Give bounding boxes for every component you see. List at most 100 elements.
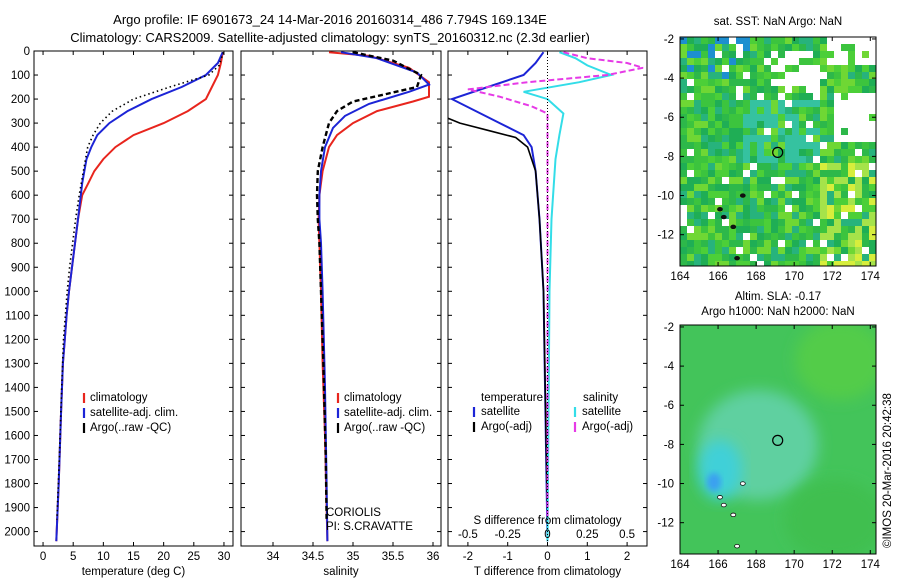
sst-cell <box>750 114 757 121</box>
sst-cell <box>792 142 799 149</box>
sst-cell <box>743 191 750 198</box>
sst-cell <box>771 93 778 100</box>
salinity-diff-axis-label: S difference from climatology <box>473 515 621 527</box>
sst-cell <box>792 170 799 177</box>
sst-cell <box>862 149 869 156</box>
sst-cell <box>729 254 736 261</box>
sst-cell <box>827 261 834 266</box>
sst-cell <box>806 198 813 205</box>
sst-cell <box>757 156 764 163</box>
sst-cell <box>820 149 827 156</box>
sst-cell <box>743 135 750 142</box>
sla-ne <box>795 325 876 400</box>
sst-cell <box>813 177 820 184</box>
sst-cell <box>799 121 806 128</box>
sst-cell <box>729 240 736 247</box>
sst-cell <box>694 65 701 72</box>
sst-cell <box>708 226 715 233</box>
sst-cell <box>729 121 736 128</box>
sst-cell <box>750 121 757 128</box>
salinity-legend-entry: satellite <box>582 406 621 418</box>
sst-cell <box>701 177 708 184</box>
sst-cell <box>722 114 729 121</box>
sst-cell <box>869 79 876 86</box>
sst-cell <box>799 226 806 233</box>
sst-cell <box>792 177 799 184</box>
salinity-xtick-label: 35.5 <box>382 551 404 563</box>
sst-cell <box>750 149 757 156</box>
sst-cell <box>687 247 694 254</box>
sst-cell <box>778 37 785 44</box>
sst-cell <box>708 93 715 100</box>
sst-cell <box>778 261 785 266</box>
sst-cell <box>743 65 750 72</box>
sst-cell <box>701 212 708 219</box>
sst-cell <box>694 163 701 170</box>
sst-cell <box>862 198 869 205</box>
sst-cell <box>708 107 715 114</box>
island-marker <box>739 481 746 486</box>
sst-cell <box>841 156 848 163</box>
sst-cell <box>715 65 722 72</box>
sst-cell <box>820 163 827 170</box>
sla_map-xtick-label: 172 <box>823 559 842 571</box>
sst-cell <box>757 121 764 128</box>
temperature-xtick-label: 20 <box>157 551 170 563</box>
sst-cell <box>743 100 750 107</box>
sst-cell <box>771 149 778 156</box>
sst-cell <box>687 51 694 58</box>
sst-cell <box>827 107 834 114</box>
sst-cell <box>729 128 736 135</box>
salinity-diff-tick-label: -0.25 <box>495 529 521 541</box>
sst-cell <box>736 240 743 247</box>
sst-cell <box>841 163 848 170</box>
sst-cell <box>701 142 708 149</box>
sst-cell <box>750 65 757 72</box>
island-marker <box>734 255 740 261</box>
depth-tick-label: 1200 <box>4 334 30 346</box>
sst-cell <box>736 212 743 219</box>
sst-cell <box>687 114 694 121</box>
sst-cell <box>813 107 820 114</box>
sst-cell <box>792 107 799 114</box>
sst-cell <box>785 247 792 254</box>
depth-tick-label: 0 <box>24 46 30 58</box>
sla_map-ytick-label: -6 <box>664 400 674 412</box>
sst-cell <box>729 51 736 58</box>
sst-cell <box>694 240 701 247</box>
salinity-xtick-label: 34.5 <box>302 551 324 563</box>
sst-cell <box>743 44 750 51</box>
sst-cell <box>729 219 736 226</box>
title-line-2: Climatology: CARS2009. Satellite-adjuste… <box>70 30 590 45</box>
sst-cell <box>687 261 694 266</box>
difference-xtick-label: -1 <box>503 551 513 563</box>
sst-cell <box>813 37 820 44</box>
sst-cell <box>701 121 708 128</box>
sst-cell <box>806 156 813 163</box>
sst-cell <box>792 205 799 212</box>
sst-cell <box>687 191 694 198</box>
sst-cell <box>792 198 799 205</box>
sst-cell <box>701 247 708 254</box>
sst-cell <box>694 58 701 65</box>
sst-cell <box>785 114 792 121</box>
depth-tick-label: 1400 <box>4 382 30 394</box>
sst-cell <box>743 93 750 100</box>
sst-cell <box>813 261 820 266</box>
sst-cell <box>841 226 848 233</box>
sst-cell <box>736 198 743 205</box>
sst-cell <box>771 107 778 114</box>
sst-cell <box>736 191 743 198</box>
sst-cell <box>799 212 806 219</box>
sst-cell <box>827 79 834 86</box>
sst-cell <box>757 205 764 212</box>
sst-cell <box>827 51 834 58</box>
sst-cell <box>694 261 701 266</box>
sst-cell <box>701 149 708 156</box>
island-marker <box>730 224 737 230</box>
depth-tick-label: 1100 <box>5 310 30 322</box>
sst-cell <box>813 233 820 240</box>
sst-cell <box>869 191 876 198</box>
sst-cell <box>827 128 834 135</box>
temperature-legend-entry: satellite-adj. clim. <box>90 407 178 419</box>
